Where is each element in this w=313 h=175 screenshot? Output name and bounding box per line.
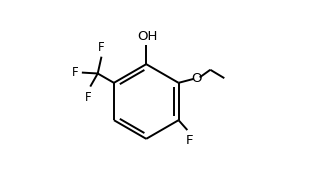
Text: F: F bbox=[98, 41, 105, 54]
Text: F: F bbox=[85, 91, 92, 104]
Text: OH: OH bbox=[137, 30, 157, 43]
Text: O: O bbox=[191, 72, 202, 85]
Text: F: F bbox=[186, 134, 193, 147]
Text: F: F bbox=[71, 66, 78, 79]
